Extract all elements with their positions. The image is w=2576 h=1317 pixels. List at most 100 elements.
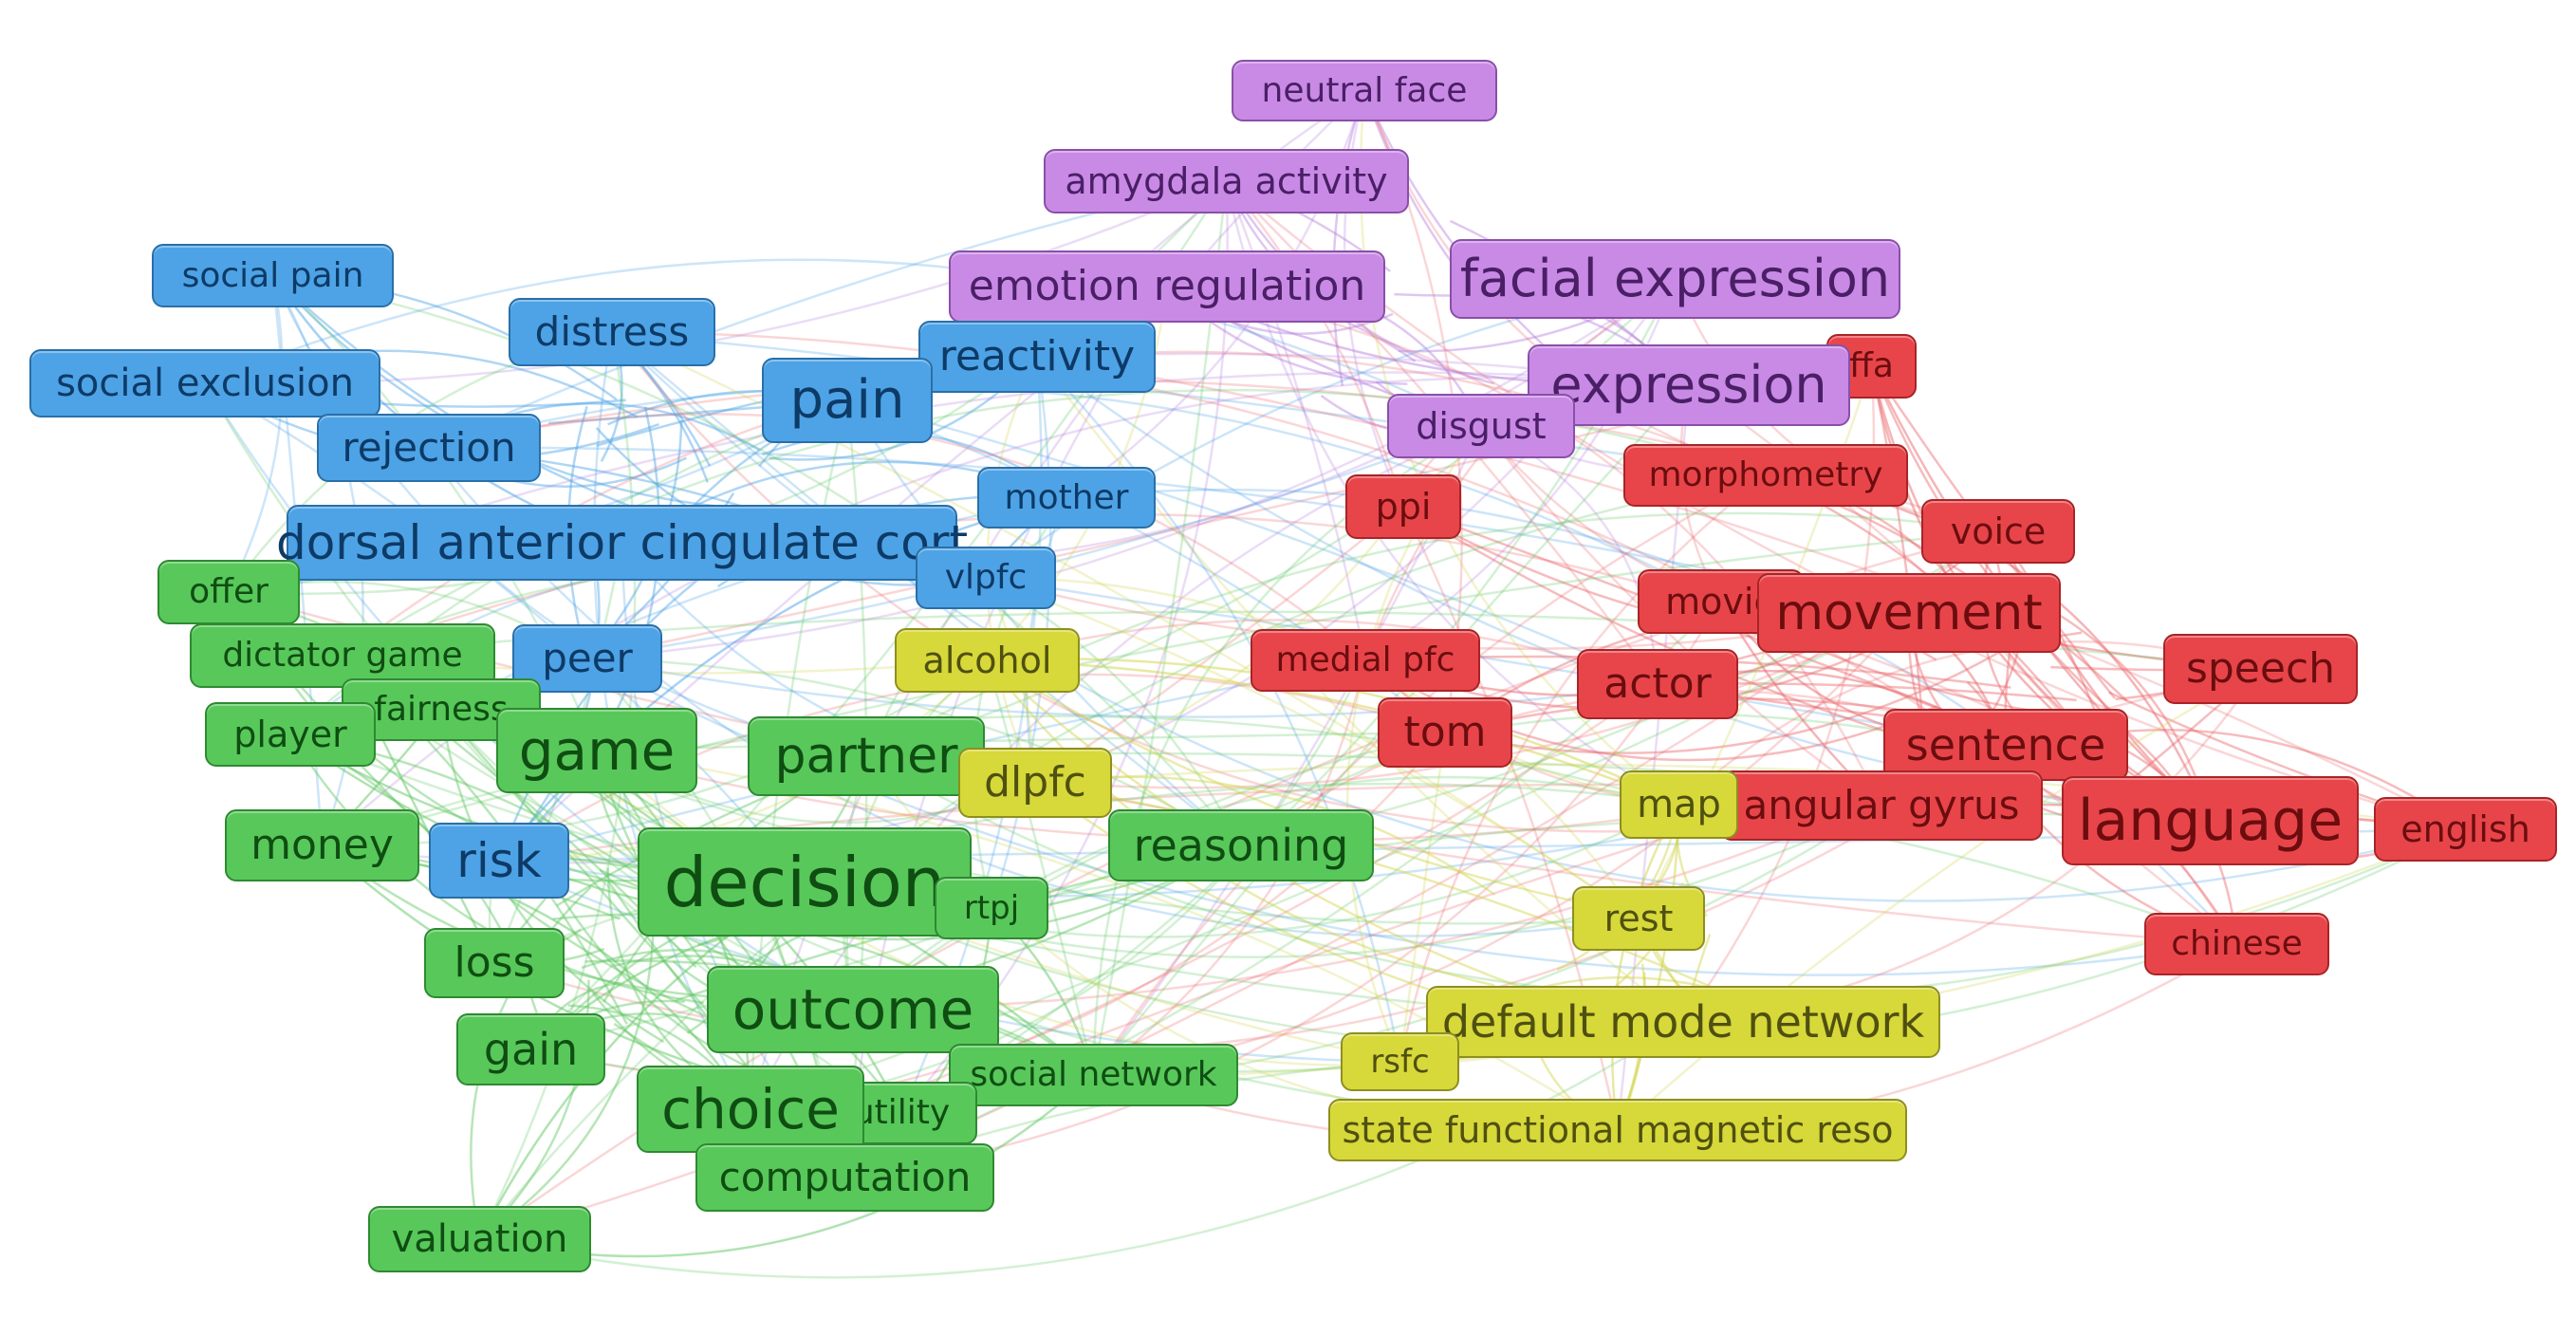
- node-risk[interactable]: risk: [429, 823, 569, 899]
- node-game[interactable]: game: [496, 708, 697, 793]
- node-partner[interactable]: partner: [748, 716, 985, 796]
- edge-240: [439, 709, 665, 1044]
- node-label: rejection: [342, 424, 516, 471]
- node-actor[interactable]: actor: [1577, 649, 1738, 719]
- node-label: alcohol: [922, 640, 1052, 681]
- node-decision[interactable]: decision: [638, 827, 972, 937]
- node-expression[interactable]: expression: [1528, 344, 1850, 426]
- node-label: utility: [852, 1093, 951, 1132]
- node-label: medial pfc: [1275, 640, 1455, 679]
- node-label: emotion regulation: [968, 262, 1366, 310]
- node-language[interactable]: language: [2062, 776, 2359, 865]
- edge-373: [985, 576, 1640, 920]
- node-social-pain[interactable]: social pain: [152, 244, 394, 307]
- node-angular-gyrus[interactable]: angular gyrus: [1720, 770, 2043, 841]
- node-medial-pfc[interactable]: medial pfc: [1251, 629, 1480, 692]
- node-ppi[interactable]: ppi: [1345, 474, 1461, 539]
- node-alcohol[interactable]: alcohol: [895, 628, 1080, 693]
- edge-90: [428, 384, 1722, 603]
- edge-55: [227, 275, 284, 593]
- node-default-mode-network[interactable]: default mode network: [1426, 986, 1940, 1058]
- node-money[interactable]: money: [225, 809, 419, 881]
- edge-164: [1092, 659, 1367, 1077]
- node-label: speech: [2185, 644, 2336, 693]
- node-label: rtpj: [963, 889, 1020, 927]
- node-computation[interactable]: computation: [695, 1143, 994, 1212]
- node-offer[interactable]: offer: [158, 560, 300, 624]
- node-rsfc[interactable]: rsfc: [1341, 1032, 1459, 1091]
- node-distress[interactable]: distress: [509, 298, 715, 366]
- node-emotion-regulation[interactable]: emotion regulation: [949, 250, 1385, 323]
- node-label: loss: [454, 938, 535, 987]
- node-label: ffa: [1849, 346, 1894, 385]
- edge-188: [428, 413, 1446, 733]
- edge-109: [985, 576, 2007, 747]
- node-label: language: [2077, 788, 2344, 854]
- edge-326: [900, 278, 1677, 1115]
- node-label: player: [233, 714, 347, 755]
- node-label: actor: [1603, 659, 1712, 708]
- node-label: movement: [1775, 584, 2043, 641]
- node-dlpfc[interactable]: dlpfc: [958, 748, 1112, 818]
- node-social-exclusion[interactable]: social exclusion: [29, 349, 380, 417]
- node-label: social pain: [181, 255, 364, 295]
- node-label: money: [250, 821, 394, 869]
- node-label: ppi: [1375, 486, 1432, 528]
- node-player[interactable]: player: [205, 702, 376, 767]
- node-vlpfc[interactable]: vlpfc: [916, 547, 1056, 609]
- edge-83: [846, 399, 1659, 686]
- node-facial-expression[interactable]: facial expression: [1450, 239, 1900, 319]
- node-amygdala-activity[interactable]: amygdala activity: [1044, 149, 1409, 213]
- edge-216: [1225, 180, 2466, 831]
- edge-396: [1616, 804, 1680, 1131]
- node-label: angular gyrus: [1743, 782, 2020, 828]
- edge-173: [479, 682, 1659, 1241]
- node-label: dictator game: [222, 636, 463, 675]
- node-reactivity[interactable]: reactivity: [918, 321, 1156, 393]
- node-social-network[interactable]: social network: [949, 1044, 1238, 1106]
- node-morphometry[interactable]: morphometry: [1623, 444, 1908, 507]
- node-neutral-face[interactable]: neutral face: [1232, 60, 1497, 121]
- node-mother[interactable]: mother: [977, 467, 1156, 529]
- node-gain[interactable]: gain: [456, 1013, 605, 1085]
- edge-354: [498, 659, 989, 863]
- node-disgust[interactable]: disgust: [1387, 394, 1575, 458]
- node-label: vlpfc: [944, 558, 1028, 597]
- node-loss[interactable]: loss: [424, 928, 565, 998]
- edge-388: [1399, 732, 1447, 1063]
- node-label: social network: [970, 1055, 1217, 1094]
- edge-317: [986, 659, 1095, 1076]
- node-label: reactivity: [938, 332, 1136, 380]
- node-label: offer: [189, 572, 269, 611]
- edge-344: [478, 911, 656, 1241]
- node-choice[interactable]: choice: [637, 1066, 864, 1153]
- node-english[interactable]: english: [2374, 797, 2557, 862]
- node-label: peer: [542, 635, 633, 681]
- node-chinese[interactable]: chinese: [2144, 913, 2329, 975]
- edge-152: [844, 601, 1722, 1179]
- edge-66: [204, 258, 1482, 428]
- node-label: sentence: [1905, 719, 2106, 770]
- node-reasoning[interactable]: reasoning: [1108, 809, 1374, 881]
- node-rejection[interactable]: rejection: [317, 414, 541, 482]
- node-valuation[interactable]: valuation: [368, 1206, 591, 1272]
- node-speech[interactable]: speech: [2163, 634, 2358, 704]
- node-outcome[interactable]: outcome: [707, 966, 999, 1053]
- node-label: gain: [483, 1024, 579, 1075]
- node-label: game: [518, 718, 676, 783]
- node-tom[interactable]: tom: [1378, 697, 1512, 768]
- node-pain[interactable]: pain: [762, 358, 933, 443]
- edge-255: [596, 731, 1446, 752]
- node-rtpj[interactable]: rtpj: [935, 877, 1048, 939]
- edge-346: [478, 473, 1767, 1240]
- node-movement[interactable]: movement: [1757, 573, 2061, 653]
- node-rest[interactable]: rest: [1572, 886, 1705, 951]
- node-label: morphometry: [1648, 455, 1883, 494]
- node-label: partner: [774, 728, 958, 785]
- node-voice[interactable]: voice: [1921, 499, 2075, 564]
- node-dacc[interactable]: dorsal anterior cingulate cort: [276, 505, 968, 581]
- node-state-fmri[interactable]: state functional magnetic reso: [1328, 1099, 1907, 1161]
- node-map[interactable]: map: [1620, 770, 1738, 839]
